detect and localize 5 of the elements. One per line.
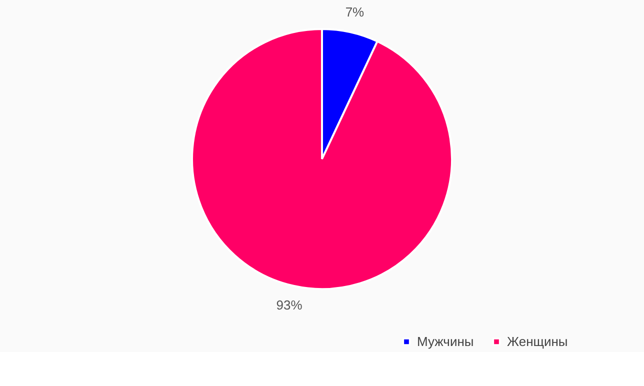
- legend-label: Женщины: [507, 334, 568, 349]
- data-label: 7%: [345, 4, 365, 20]
- legend-label: Мужчины: [417, 334, 474, 349]
- pie-slice: [191, 28, 453, 290]
- data-label: 93%: [276, 297, 303, 312]
